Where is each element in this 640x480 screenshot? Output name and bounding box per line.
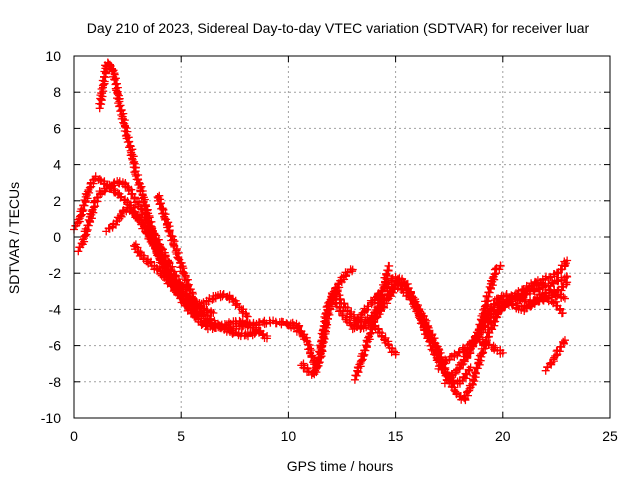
series-markers — [95, 58, 304, 333]
series-markers — [541, 336, 569, 375]
x-tick-label: 15 — [388, 428, 404, 444]
y-axis-label: SDTVAR / TECUs — [6, 182, 22, 294]
y-tick-label: 0 — [53, 229, 61, 245]
y-tick-label: -8 — [49, 374, 62, 390]
x-tick-label: 10 — [281, 428, 297, 444]
data-series — [520, 278, 572, 315]
y-tick-label: -2 — [49, 265, 62, 281]
y-tick-label: 10 — [45, 48, 61, 64]
x-tick-label: 20 — [495, 428, 511, 444]
data-series — [365, 314, 400, 359]
y-tick-label: 2 — [53, 193, 61, 209]
series-markers — [153, 191, 205, 318]
y-tick-label: -4 — [49, 301, 62, 317]
x-tick-label: 5 — [177, 428, 185, 444]
y-tick-label: -10 — [41, 410, 61, 426]
y-tick-label: 6 — [53, 120, 61, 136]
x-tick-label: 0 — [70, 428, 78, 444]
plot-frame — [73, 55, 611, 419]
data-series — [153, 191, 205, 318]
series-markers — [475, 261, 505, 334]
y-tick-label: -6 — [49, 338, 62, 354]
data-points — [70, 58, 572, 405]
x-axis-label: GPS time / hours — [287, 458, 394, 474]
data-series — [95, 58, 304, 333]
y-tick-label: 4 — [53, 157, 61, 173]
series-markers — [74, 177, 218, 318]
data-series — [74, 177, 218, 318]
data-series — [473, 334, 507, 358]
data-series — [130, 240, 272, 343]
series-markers — [473, 334, 507, 358]
data-series — [513, 278, 548, 308]
chart-title: Day 210 of 2023, Sidereal Day-to-day VTE… — [87, 20, 590, 36]
y-tick-label: 8 — [53, 84, 61, 100]
x-tick-label: 25 — [602, 428, 618, 444]
series-markers — [513, 278, 548, 308]
data-series — [475, 261, 505, 334]
series-markers — [520, 278, 572, 315]
axis-ticks: 0 5 10 15 20 25 -10 -8 -6 -4 -2 0 2 4 6 8 10 — [41, 48, 618, 444]
series-markers — [365, 314, 400, 359]
data-series — [541, 336, 569, 375]
series-markers — [130, 240, 272, 343]
